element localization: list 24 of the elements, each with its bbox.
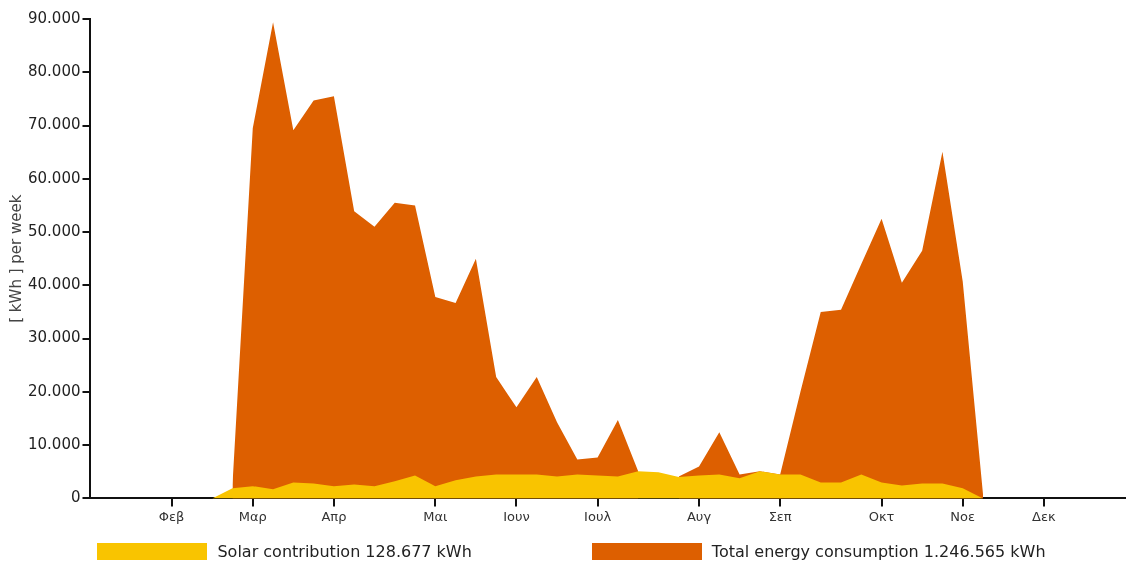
text: Solar contribution 128.677 kWh [217,542,472,561]
x-tick-label: Μαρ [238,508,267,524]
y-tick-label: 10.000 [27,435,81,454]
y-tick-label: 90.000 [27,8,81,27]
x-tick-label: Ιουν [503,508,530,524]
x-tick-label: Φεβ [158,508,185,524]
text: Total energy consumption 1.246.565 kWh [711,542,1046,561]
y-tick-label: 60.000 [27,168,81,187]
x-tick-label: Απρ [321,508,347,524]
y-tick-label: 20.000 [27,381,81,400]
y-tick-label: 40.000 [27,275,81,294]
x-tick-label: Ιουλ [584,508,612,524]
y-tick-label: 50.000 [27,221,81,240]
y-tick-label: 80.000 [27,62,81,81]
x-tick-label: Δεκ [1032,508,1056,524]
y-tick-label: 0 [70,488,81,507]
y-tick-label: 30.000 [27,328,81,347]
x-tick-label: Οκτ [868,508,895,524]
x-tick-label: Σεπ [768,508,792,524]
x-tick-label: Μαι [423,508,448,524]
y-tick-label: 70.000 [27,115,81,134]
x-tick-label: Νοε [950,508,976,524]
x-tick-label: Αυγ [686,508,712,524]
y-axis-title: [ kWh ] per week [6,194,25,323]
